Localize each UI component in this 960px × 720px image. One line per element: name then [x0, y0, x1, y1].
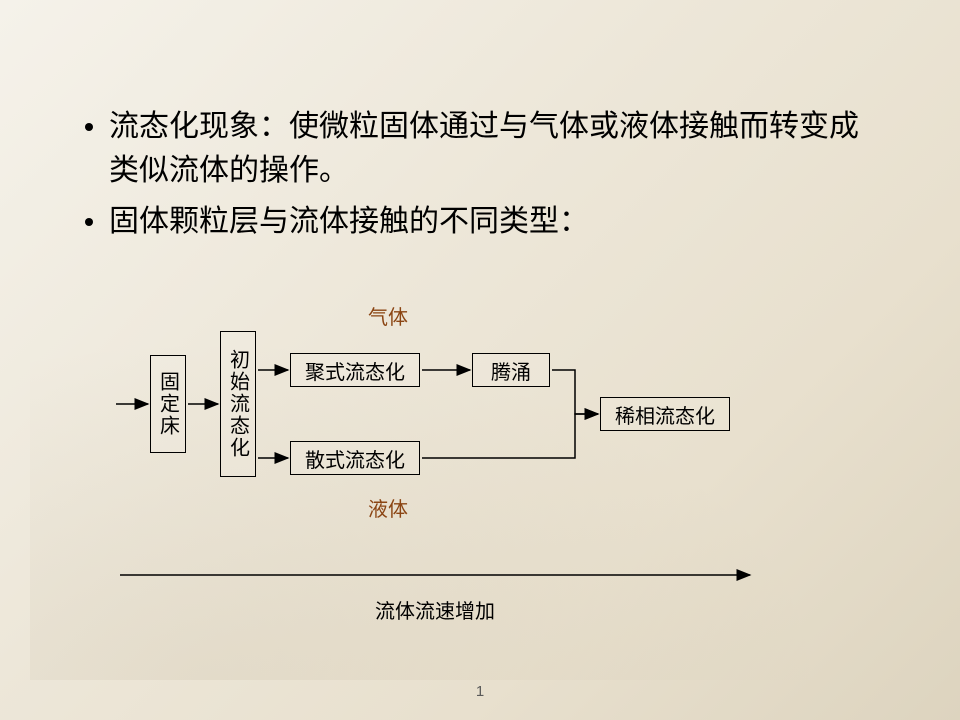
node-aggregative: 聚式流态化: [290, 353, 420, 387]
bullet-item: 流态化现象：使微粒固体通过与气体或液体接触而转变成类似流体的操作。: [85, 105, 875, 192]
node-slugging: 腾涌: [472, 353, 550, 387]
bullet-item: 固体颗粒层与流体接触的不同类型：: [85, 200, 875, 244]
liquid-label: 液体: [368, 493, 408, 522]
node-particulate: 散式流态化: [290, 441, 420, 475]
bullet-text: 固体颗粒层与流体接触的不同类型：: [109, 200, 589, 244]
node-initial: 初始流态化: [220, 331, 256, 477]
bullet-text: 流态化现象：使微粒固体通过与气体或液体接触而转变成类似流体的操作。: [109, 105, 875, 192]
flowchart: 气体 液体 流体流速增加 固定床初始流态化聚式流态化 腾涌散式流态化 稀相流态化: [110, 295, 860, 625]
page-number: 1: [0, 683, 960, 700]
node-dilute: 稀相流态化: [600, 397, 730, 431]
slide-content: 流态化现象：使微粒固体通过与气体或液体接触而转变成类似流体的操作。 固体颗粒层与…: [85, 105, 875, 252]
axis-caption: 流体流速增加: [375, 595, 495, 624]
bullet-dot: [85, 218, 93, 226]
gas-label: 气体: [368, 301, 408, 330]
node-fixed_bed: 固定床: [150, 355, 186, 453]
bullet-dot: [85, 123, 93, 131]
